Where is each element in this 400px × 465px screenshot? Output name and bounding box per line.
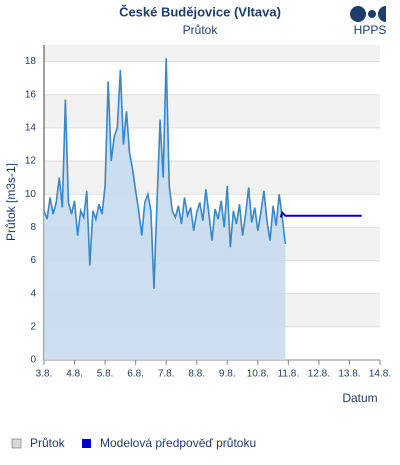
x-axis-label: Datum [342,391,377,405]
chart-title: České Budějovice (Vltava) [119,4,281,19]
x-tick-label: 12.8. [308,369,330,380]
y-tick-label: 10 [25,189,37,200]
grid-band [44,161,380,195]
series-line [43,58,287,289]
x-tick-label: 10.8. [247,369,269,380]
area-fill [44,58,286,361]
chart-subtitle: Průtok [183,23,219,37]
y-tick-label: 4 [30,288,36,299]
y-tick-label: 2 [30,321,36,332]
x-tick-label: 9.8. [219,369,236,380]
x-tick-label: 5.8. [97,369,114,380]
y-tick-label: 14 [25,123,37,134]
x-tick-label: 8.8. [188,369,205,380]
legend-swatch [82,439,91,448]
x-tick-label: 4.8. [66,369,83,380]
x-tick-label: 11.8. [278,369,300,380]
y-tick-label: 12 [25,156,37,167]
x-tick-label: 14.8. [369,369,391,380]
logo-icon [350,6,386,22]
legend-label: Průtok [30,436,66,450]
grid-band [44,45,380,62]
plot-area: 0 2 4 6 8 10 12 14 16 18 3.8. 4.8. 5.8. 6.8. 7.8. 8.8. 9… [25,45,391,380]
y-tick-label: 6 [30,255,36,266]
legend-label: Modelová předpověď průtoku [100,436,256,450]
y-tick-label: 0 [30,355,36,366]
logo-text: HPPS [354,23,387,37]
legend-swatch [11,438,22,449]
y-axis-label: Průtok [m3s-1] [4,163,18,241]
grid-band [44,94,380,128]
series-line [279,210,362,218]
y-tick-label: 8 [30,222,36,233]
x-tick-label: 13.8. [338,369,360,380]
x-tick-label: 6.8. [127,369,144,380]
y-tick-label: 18 [25,56,37,67]
y-tick-label: 16 [25,89,37,100]
x-tick-label: 3.8. [36,369,53,380]
x-tick-label: 7.8. [158,369,175,380]
